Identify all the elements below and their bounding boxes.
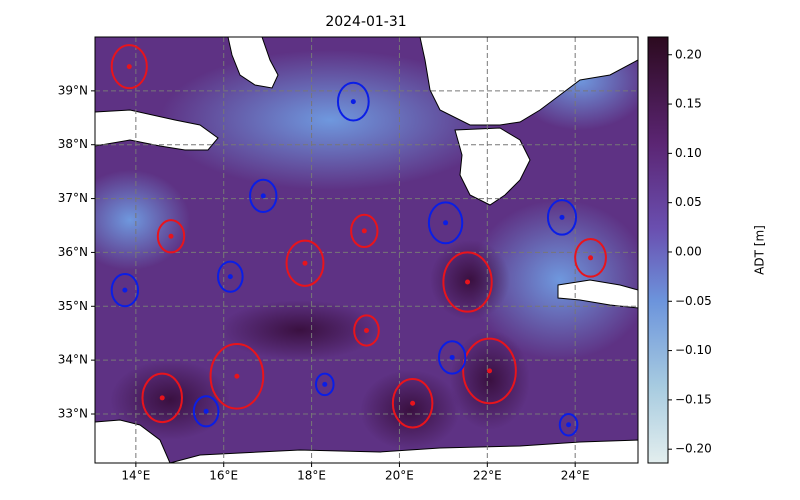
colorbar-tick-label: −0.15	[675, 392, 712, 406]
y-tick-label: 33°N	[58, 406, 88, 420]
eddy-contour	[110, 44, 148, 90]
x-tick-label: 16°E	[209, 469, 238, 483]
eddy-center	[410, 400, 416, 406]
map-field	[95, 37, 638, 463]
y-tick-label: 39°N	[58, 83, 88, 97]
colorbar-tick-label: 0.10	[675, 146, 702, 160]
eddy-center	[234, 373, 240, 379]
eddy-contour	[546, 199, 578, 236]
colorbar-label: ADT [m]	[753, 225, 767, 275]
y-tick-label: 36°N	[58, 245, 88, 259]
eddy-center	[361, 228, 367, 234]
eddy-center	[302, 260, 308, 266]
eddy-contour	[314, 372, 335, 397]
colorbar	[647, 36, 669, 464]
map-frame	[94, 36, 639, 464]
y-tick-label: 38°N	[58, 137, 88, 151]
eddy-center	[449, 354, 455, 360]
eddy-contour	[437, 340, 467, 375]
eddy-center	[227, 274, 233, 280]
eddy-contour	[192, 395, 220, 428]
eddy-center	[159, 395, 165, 401]
eddy-center	[322, 381, 328, 387]
chart-title: 2024-01-31	[325, 14, 406, 30]
eddy-contour	[391, 377, 434, 429]
eddy-contour	[285, 239, 325, 287]
eddy-contour	[558, 412, 579, 437]
eddy-center	[126, 64, 132, 70]
colorbar-tick-label: −0.05	[675, 294, 712, 308]
y-tick-label: 34°N	[58, 353, 88, 367]
eddy-center	[559, 214, 565, 220]
eddy-center	[203, 408, 209, 414]
eddy-center	[350, 99, 356, 105]
eddy-center	[566, 422, 572, 428]
colorbar-tick-label: 0.05	[675, 195, 702, 209]
eddy-center	[588, 255, 594, 261]
eddy-contour	[209, 342, 265, 410]
eddy-contour	[156, 219, 186, 254]
colorbar-tick-label: −0.10	[675, 343, 712, 357]
y-tick-label: 37°N	[58, 191, 88, 205]
eddy-center	[487, 368, 493, 374]
eddy-contour	[574, 237, 607, 278]
grid	[95, 37, 638, 463]
eddy-contour	[110, 272, 140, 308]
eddy-center	[364, 328, 369, 334]
x-tick-label: 14°E	[121, 469, 150, 483]
eddy-contour	[217, 260, 244, 293]
eddy-contour	[442, 251, 493, 313]
eddies	[110, 44, 607, 437]
y-tick-label: 35°N	[58, 299, 88, 313]
eddy-center	[443, 220, 449, 226]
eddy-contour	[141, 372, 183, 424]
eddy-center	[465, 279, 471, 285]
eddy-contour	[336, 81, 370, 122]
eddy-center	[260, 193, 266, 199]
colorbar-tick-label: −0.20	[675, 442, 712, 456]
x-tick-label: 24°E	[561, 469, 590, 483]
eddy-center	[168, 233, 174, 239]
eddy-contour	[462, 337, 517, 405]
eddy-contour	[350, 213, 379, 249]
land	[95, 37, 638, 463]
colorbar-tick-label: 0.15	[675, 97, 702, 111]
colorbar-tick-label: 0.00	[675, 244, 702, 258]
x-tick-label: 20°E	[385, 469, 414, 483]
eddy-contour	[249, 178, 278, 214]
eddy-center	[122, 287, 128, 293]
eddy-contour	[427, 201, 464, 245]
x-tick-label: 22°E	[473, 469, 502, 483]
eddy-contour	[353, 314, 380, 347]
x-tick-label: 18°E	[297, 469, 326, 483]
colorbar-tick-label: 0.20	[675, 47, 702, 61]
